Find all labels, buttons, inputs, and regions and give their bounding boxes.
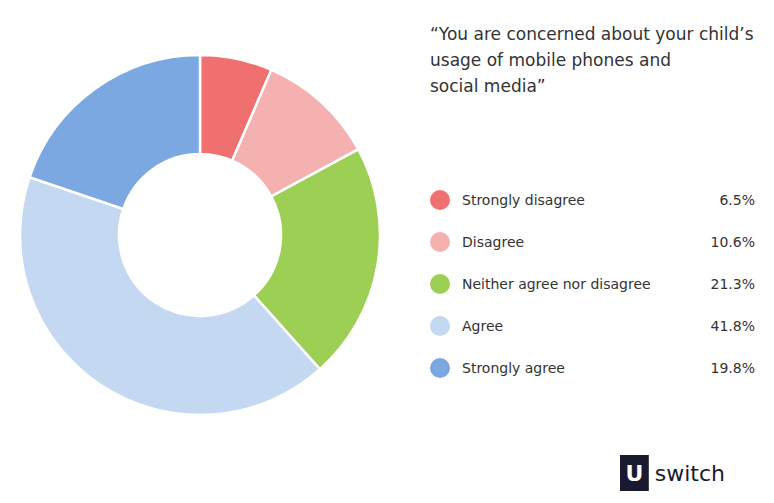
legend-value: 19.8% (711, 360, 755, 376)
legend-label: Strongly agree (462, 360, 565, 376)
slice (30, 55, 200, 209)
legend-value: 10.6% (711, 234, 755, 250)
title: “You are concerned about your child’susa… (430, 24, 754, 96)
legend-swatch (430, 358, 450, 378)
legend-swatch (430, 274, 450, 294)
legend-label: Agree (462, 318, 503, 334)
legend: Strongly disagree 6.5% Disagree 10.6% Neithe… (430, 190, 755, 378)
legend-value: 41.8% (711, 318, 755, 334)
legend-swatch (430, 316, 450, 336)
annotation: U (625, 461, 643, 486)
legend-label: Disagree (462, 234, 524, 250)
annotation: switch (655, 461, 725, 486)
legend-label: Neither agree nor disagree (462, 276, 651, 292)
logo: Uswitch (620, 455, 725, 491)
pie (20, 55, 380, 415)
slice (20, 177, 320, 415)
chart: “You are concerned about your child’susa… (0, 0, 774, 503)
legend-swatch (430, 232, 450, 252)
legend-value: 6.5% (719, 192, 755, 208)
legend-label: Strongly disagree (462, 192, 585, 208)
logo-box (620, 455, 649, 491)
legend-value: 21.3% (711, 276, 755, 292)
legend-swatch (430, 190, 450, 210)
